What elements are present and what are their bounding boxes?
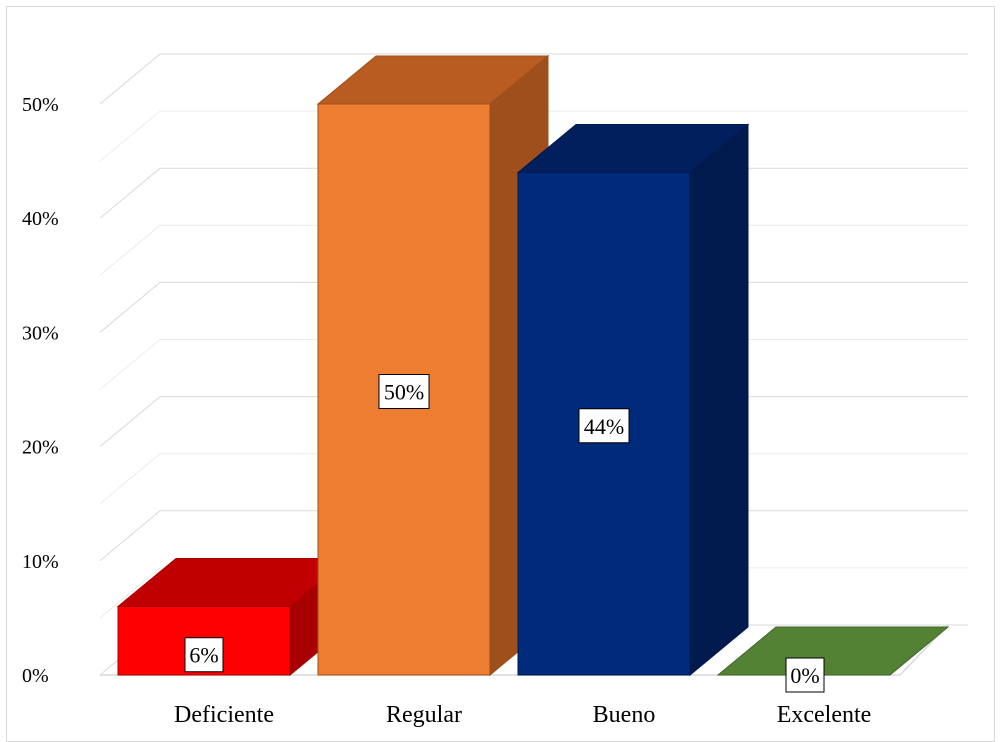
gridline-diagonal [99, 396, 161, 447]
category-label: Regular [386, 702, 462, 728]
gridline-diagonal [99, 224, 161, 276]
category-label: Deficiente [174, 702, 274, 728]
data-label-box [184, 637, 224, 673]
data-label: 0% [790, 663, 819, 688]
data-label-box [378, 374, 430, 409]
category-label: Excelente [777, 702, 872, 728]
bars [116, 54, 950, 677]
y-tick-labels: 0% 10% 20% 30% 40% 50% [22, 94, 59, 687]
data-label-box [785, 657, 825, 693]
y-tick-label: 10% [22, 551, 59, 573]
data-label-box [578, 408, 630, 444]
gridline-diagonal [99, 110, 161, 162]
gridline-diagonal [99, 510, 161, 562]
y-tick-label: 0% [22, 665, 49, 687]
y-tick-label: 40% [22, 208, 59, 230]
category-label: Bueno [593, 702, 656, 728]
y-tick-label: 50% [22, 94, 59, 116]
gridline-diagonal [99, 339, 161, 390]
gridline-diagonal [99, 167, 161, 219]
bar-regular [317, 103, 491, 676]
data-label: 50% [384, 380, 424, 405]
y-tick-label: 20% [22, 437, 59, 459]
data-labels: 6% 50% 44% 0% [184, 374, 825, 693]
bar-side-bueno [689, 123, 749, 677]
data-label: 6% [189, 643, 218, 668]
gridline-diagonal [99, 282, 161, 333]
category-labels: Deficiente Regular Bueno Excelente [174, 702, 871, 728]
gridline-diagonal [99, 567, 161, 619]
data-label: 44% [584, 414, 624, 439]
bar-excelente [716, 626, 950, 676]
gridline-diagonal [99, 53, 161, 105]
gridline-diagonal [99, 453, 161, 505]
y-tick-label: 30% [22, 322, 59, 344]
